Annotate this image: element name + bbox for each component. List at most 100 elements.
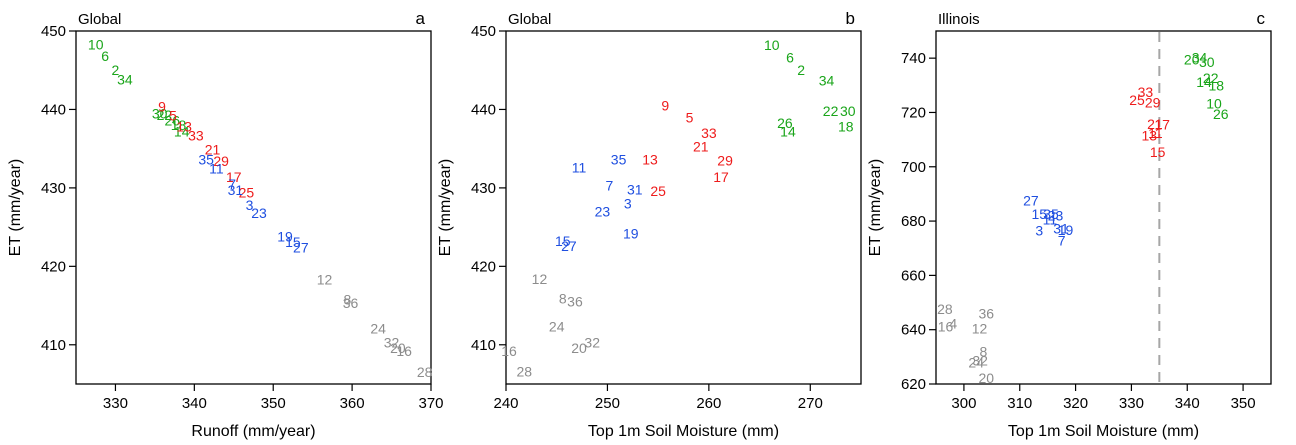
chart-a-point-label: 33 <box>188 127 204 143</box>
chart-b: 240 250 260 270 410 420 430 440 450 Top 1m Soil M… <box>437 9 862 440</box>
chart-a-panel-letter: a <box>416 9 426 28</box>
chart-b-point-label: 32 <box>584 334 600 350</box>
chart-a-point-label: 17 <box>226 169 242 185</box>
chart-b-y-tick-label: 440 <box>471 101 496 118</box>
chart-c-x-tick-label: 300 <box>951 395 976 412</box>
chart-a-point-label: 19 <box>277 229 293 245</box>
chart-b-point-label: 10 <box>764 37 780 53</box>
chart-c-y-axis-label: ET (mm/year) <box>867 159 884 256</box>
chart-a-point-label: 16 <box>396 343 412 359</box>
chart-b-point-label: 14 <box>780 123 796 139</box>
chart-c-point-label: 18 <box>1208 77 1224 93</box>
chart-a-y-tick-label: 430 <box>41 180 66 197</box>
chart-a-point-label: 6 <box>101 48 109 64</box>
chart-b-point-label: 17 <box>713 169 729 185</box>
chart-b-point-label: 25 <box>650 183 666 199</box>
chart-a-y-tick-label: 410 <box>41 337 66 354</box>
chart-c-x-tick-label: 320 <box>1063 395 1088 412</box>
chart-b-point-label: 15 <box>555 233 571 249</box>
chart-b-point-label: 6 <box>786 50 794 66</box>
chart-a-x-tick-label: 360 <box>340 395 365 412</box>
chart-c-title: Illinois <box>938 11 980 28</box>
chart-b-x-tick-label: 260 <box>696 395 721 412</box>
chart-c-point-label: 26 <box>1213 106 1229 122</box>
chart-a-point-label: 34 <box>117 72 133 88</box>
chart-c-point-label: 32 <box>972 352 988 368</box>
chart-b-point-label: 27 <box>561 238 577 254</box>
chart-b-point-label: 23 <box>595 203 611 219</box>
chart-c-x-tick-label: 310 <box>1007 395 1032 412</box>
chart-a-x-tick-label: 370 <box>418 395 443 412</box>
chart-a-point-label: 18 <box>171 117 187 133</box>
chart-b-point-label: 36 <box>567 294 583 310</box>
chart-b-point-label: 35 <box>611 152 627 168</box>
chart-b-y-tick-label: 430 <box>471 180 496 197</box>
chart-c-point-label: 20 <box>1184 52 1200 68</box>
chart-a-point-label: 32 <box>384 334 400 350</box>
chart-b-point-label: 13 <box>642 152 658 168</box>
chart-b-point-label: 11 <box>572 159 587 175</box>
chart-a-point-label: 5 <box>169 108 177 124</box>
chart-a-point-label: 11 <box>209 160 224 176</box>
chart-b-point-label: 18 <box>838 119 854 135</box>
chart-a-point-label: 7 <box>228 176 236 192</box>
chart-b-point-label: 8 <box>559 290 567 306</box>
chart-b-point-label: 30 <box>840 103 856 119</box>
chart-b-point-label: 19 <box>623 225 639 241</box>
chart-c-point-label: 25 <box>1129 92 1145 108</box>
chart-b-y-tick-label: 410 <box>471 337 496 354</box>
chart-b-y-tick-label: 420 <box>471 258 496 275</box>
chart-b-panel-letter: b <box>846 9 855 28</box>
chart-c-point-label: 15 <box>1150 144 1166 160</box>
chart-c-y-tick-label: 660 <box>901 267 926 284</box>
chart-a-point-label: 24 <box>370 320 386 336</box>
chart-c-point-label: 15 <box>1032 206 1048 222</box>
chart-a-point-label: 3 <box>246 197 254 213</box>
chart-c-y-tick-label: 740 <box>901 50 926 67</box>
chart-c-point-label: 29 <box>1145 95 1161 111</box>
chart-b-point-label: 2 <box>797 62 805 78</box>
chart-c-point-label: 20 <box>978 370 994 386</box>
chart-c-point-label: 33 <box>1138 84 1154 100</box>
chart-c-point-label: 11 <box>1148 125 1163 141</box>
chart-c-point-label: 31 <box>1053 221 1069 237</box>
chart-c-point-label: 27 <box>1023 193 1039 209</box>
chart-b-point-label: 31 <box>627 181 643 197</box>
chart-c-point-label: 14 <box>1196 74 1212 90</box>
chart-b-x-tick-label: 250 <box>595 395 620 412</box>
chart-c-x-tick-label: 350 <box>1231 395 1256 412</box>
chart-c-point-label: 23 <box>1048 208 1064 224</box>
chart-b-point-label: 24 <box>549 319 565 335</box>
chart-b-point-label: 28 <box>516 363 532 379</box>
chart-a-frame <box>75 30 432 385</box>
chart-c-point-label: 36 <box>978 306 994 322</box>
chart-c-point-label: 11 <box>1043 211 1058 227</box>
chart-c-y-tick-label: 700 <box>901 159 926 176</box>
chart-b-y-tick-label: 450 <box>471 23 496 40</box>
chart-c-point-label: 7 <box>1058 233 1066 249</box>
chart-a-x-tick-label: 350 <box>261 395 286 412</box>
chart-a-x-axis-label: Runoff (mm/year) <box>191 423 315 440</box>
chart-b-x-axis-label: Top 1m Soil Moisture (mm) <box>588 423 779 440</box>
chart-c-y-tick-label: 640 <box>901 322 926 339</box>
chart-b-point-label: 34 <box>819 72 835 88</box>
chart-c-point-label: 3 <box>1035 223 1043 239</box>
chart-b-point-label: 9 <box>661 98 669 114</box>
chart-c-point-label: 35 <box>1043 206 1059 222</box>
chart-b-point-label: 20 <box>571 340 587 356</box>
chart-a-y-tick-label: 420 <box>41 258 66 275</box>
chart-a-point-label: 10 <box>88 36 104 52</box>
chart-a-point-label: 28 <box>417 364 433 380</box>
chart-c-point-label: 19 <box>1058 222 1074 238</box>
chart-c-x-tick-label: 330 <box>1119 395 1144 412</box>
chart-b-point-label: 29 <box>717 152 733 168</box>
chart-c-point-label: 22 <box>1203 70 1219 86</box>
chart-a-point-label: 8 <box>343 291 351 307</box>
chart-c-point-label: 4 <box>949 316 957 332</box>
chart-a-point-label: 15 <box>285 234 301 250</box>
chart-c-point-label: 21 <box>1147 116 1163 132</box>
chart-c-y-tick-label: 620 <box>901 376 926 393</box>
chart-a-point-label: 23 <box>251 205 267 221</box>
